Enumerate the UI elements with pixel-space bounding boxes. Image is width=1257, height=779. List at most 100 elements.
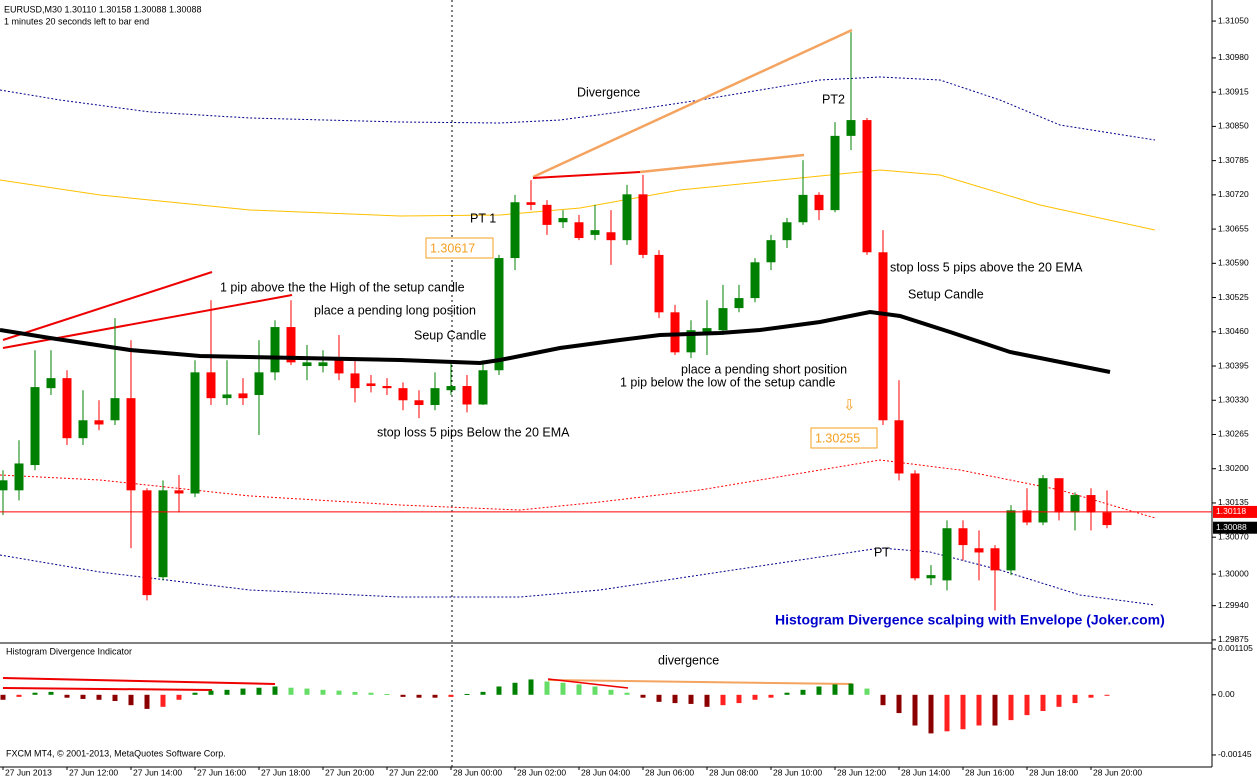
histogram-bar: [448, 694, 454, 697]
histogram-bar: [800, 689, 806, 695]
x-tick-label: 28 Jun 14:00: [901, 767, 950, 777]
y-tick-label: 1.30395: [1218, 360, 1249, 370]
x-tick-label: 28 Jun 06:00: [645, 767, 694, 777]
candle-body: [302, 362, 312, 367]
candle-body: [766, 240, 776, 263]
histogram-bar: [32, 692, 38, 695]
annotation: 1 pip below the low of the setup candle: [620, 375, 835, 389]
price-tag-label: 1.30088: [1216, 522, 1247, 532]
candle-body: [334, 360, 344, 374]
candle-body: [846, 120, 856, 136]
histogram-bar: [1024, 694, 1030, 716]
histogram-bar: [464, 693, 470, 695]
histogram-bar: [736, 694, 742, 704]
annotation: PT2: [822, 92, 845, 106]
candle-body: [0, 480, 8, 491]
y-tick-label: 1.30070: [1218, 531, 1249, 541]
histogram-bar: [816, 686, 822, 695]
histogram-bar: [224, 689, 230, 695]
price-tag: [1213, 505, 1257, 518]
x-tick-label: 27 Jun 22:00: [389, 767, 438, 777]
candle-body: [62, 378, 72, 439]
y-tick-label: 1.30135: [1218, 497, 1249, 507]
divergence-line: [2, 687, 213, 691]
y-tick-label: 1.30590: [1218, 258, 1249, 268]
x-tick-label: 28 Jun 18:00: [1029, 767, 1078, 777]
candle-body: [622, 194, 632, 241]
histogram-bar: [192, 692, 198, 695]
y-tick-label: 1.30200: [1218, 463, 1249, 473]
histogram-bar: [576, 684, 582, 695]
candle-body: [814, 194, 824, 211]
candle-body: [446, 386, 456, 391]
histogram-bar: [368, 692, 374, 695]
histogram-bar: [832, 684, 838, 695]
candle-body: [686, 330, 696, 353]
histogram-bar: [176, 694, 182, 700]
histogram-bar: [128, 694, 134, 706]
indicator-divergence-lines: [2, 677, 853, 691]
histogram-bar: [336, 690, 342, 695]
y-tick-label: 1.30980: [1218, 52, 1249, 62]
price-box: [810, 427, 878, 449]
candle-body: [894, 420, 904, 474]
candle-body: [30, 387, 40, 466]
candle-body: [478, 370, 488, 405]
histogram-bar: [944, 694, 950, 732]
histogram-bar: [976, 694, 982, 726]
candle-body: [46, 378, 56, 389]
candle-body: [462, 386, 472, 405]
histogram-bar: [416, 694, 422, 698]
histogram-bar: [704, 694, 710, 707]
y-tick-label: 1.30655: [1218, 223, 1249, 233]
candle-body: [702, 328, 712, 335]
trend-line: [2, 271, 213, 341]
candle-body: [878, 252, 888, 421]
histogram-bar: [48, 691, 54, 695]
y-tick-label: 1.29875: [1218, 634, 1249, 644]
y-tick-label: 0.00: [1218, 689, 1235, 699]
candle-body: [14, 463, 24, 491]
histogram-bar: [752, 694, 758, 700]
candle-body: [558, 218, 568, 223]
histogram-bar: [640, 694, 646, 698]
candle-body: [1038, 478, 1048, 523]
histogram-bar: [544, 681, 550, 695]
candle-body: [542, 204, 552, 225]
candle-body: [430, 388, 440, 406]
annotation: stop loss 5 pips above the 20 EMA: [890, 260, 1083, 274]
histogram-bar: [768, 694, 774, 698]
candle-body: [190, 372, 200, 494]
candle-body: [382, 386, 392, 389]
watermark: Histogram Divergence scalping with Envel…: [775, 612, 1165, 628]
copyright: FXCM MT4, © 2001-2013, MetaQuotes Softwa…: [6, 748, 226, 758]
lower-envelope: [0, 547, 1156, 606]
divergence-line: [639, 153, 805, 174]
candle-body: [1102, 512, 1112, 526]
x-tick-label: 27 Jun 14:00: [133, 767, 182, 777]
histogram: [0, 679, 1110, 734]
y-tick-label: 1.30330: [1218, 395, 1249, 405]
x-tick-label: 27 Jun 12:00: [69, 767, 118, 777]
histogram-bar: [80, 694, 86, 699]
candle-body: [414, 400, 424, 406]
candle-body: [366, 383, 376, 387]
histogram-bar: [592, 686, 598, 695]
candle-body: [206, 372, 216, 399]
y-tick-label: 1.30915: [1218, 86, 1249, 96]
candle-body: [318, 362, 328, 367]
price-tag-label: 1.30118: [1216, 506, 1246, 516]
x-tick-label: 28 Jun 10:00: [773, 767, 822, 777]
candle-body: [574, 222, 584, 239]
candle-body: [142, 490, 152, 596]
histogram-bar: [1088, 694, 1094, 698]
histogram-bar: [112, 694, 118, 702]
annotation: place a pending long position: [314, 303, 476, 317]
x-tick-label: 27 Jun 2013: [5, 767, 52, 777]
histogram-bar: [304, 688, 310, 695]
y-tick-label: 1.31050: [1218, 15, 1249, 25]
histogram-bar: [320, 689, 326, 695]
candle-body: [798, 194, 808, 223]
annotation: Seup Candle: [414, 328, 486, 342]
